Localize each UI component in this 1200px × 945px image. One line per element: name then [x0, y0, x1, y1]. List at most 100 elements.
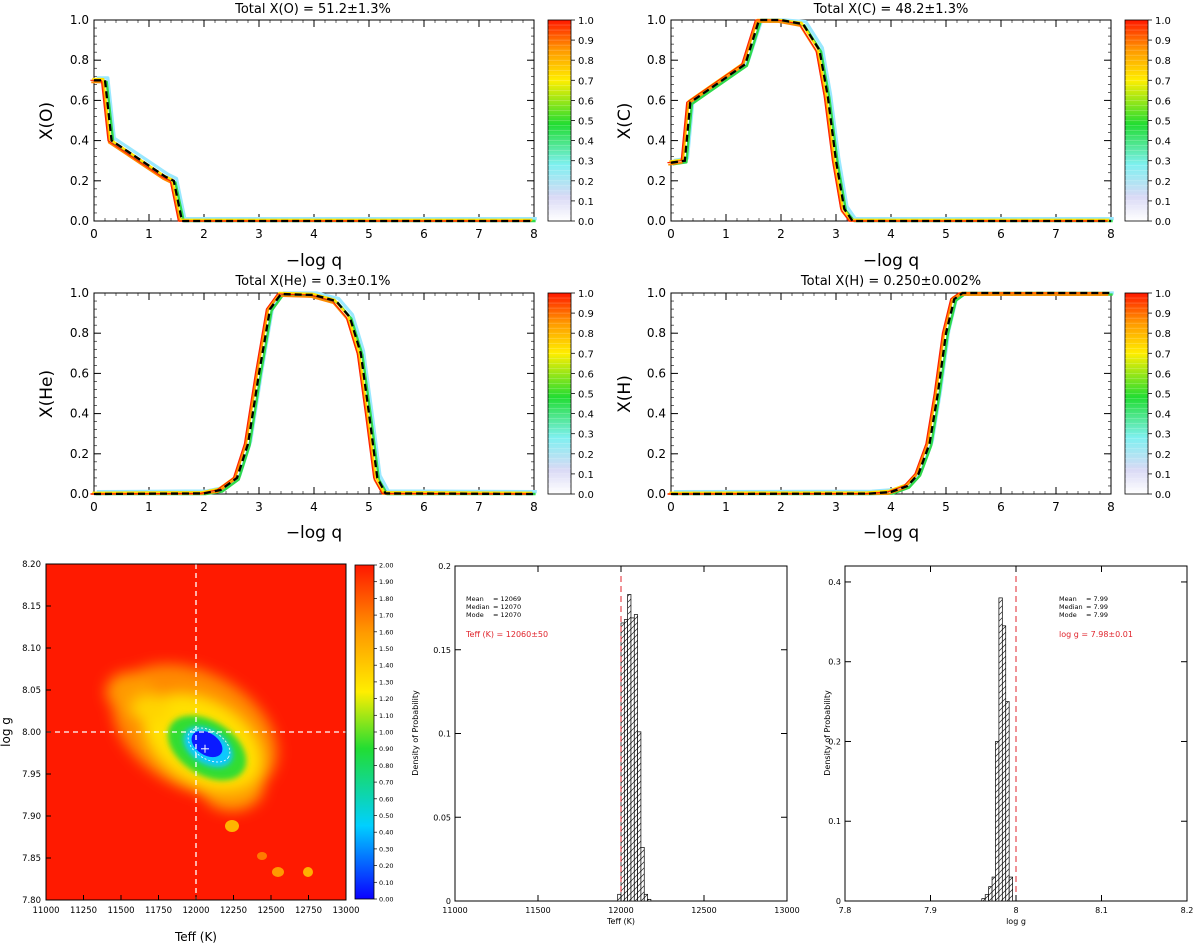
- x-tick-label: 4: [310, 227, 318, 241]
- colorbar-tick-label: 1.0: [1155, 289, 1171, 300]
- y-axis-label: Density of Probability: [823, 690, 832, 776]
- x-tick-label: 3: [255, 500, 263, 514]
- plot-frame: [93, 19, 535, 222]
- x-tick-label: 12250: [220, 906, 247, 916]
- model-curve: [669, 291, 1110, 494]
- y-axis-label: log g: [0, 717, 13, 747]
- x-tick-label: 8: [1107, 500, 1115, 514]
- colorbar-tick-label: 0.2: [578, 177, 594, 188]
- stat-value: = 7.99: [1086, 603, 1108, 611]
- best-fit-core: [191, 730, 223, 758]
- histogram-bar: [630, 617, 635, 902]
- colorbar-tick-label: 0.2: [1155, 450, 1171, 461]
- x-axis-label: −log q: [286, 251, 342, 271]
- stat-value: = 12070: [493, 611, 521, 619]
- colorbar-tick-label: 0.9: [1155, 309, 1171, 320]
- x-tick-label: 8: [1107, 227, 1115, 241]
- colorbar-tick-label: 0.10: [379, 879, 393, 887]
- y-tick-label: 0.4: [70, 407, 89, 421]
- x-tick-label: 11500: [525, 906, 550, 915]
- y-tick-label: 0: [836, 897, 841, 906]
- x-tick-label: 11250: [70, 906, 97, 916]
- x-tick-label: 6: [997, 500, 1005, 514]
- y-axis-ticks: 0.0 0.2 0.4 0.6 0.8 1.0: [647, 13, 1111, 228]
- colorbar-tick-label: 0.70: [379, 779, 393, 787]
- colorbar-tick-label: 0.8: [578, 56, 594, 67]
- colorbar-tick-label: 1.10: [379, 712, 393, 720]
- x-tick-label: 6: [420, 500, 428, 514]
- y-axis-ticks: 0.0 0.2 0.4 0.6 0.8 1.0: [647, 286, 1111, 501]
- histogram-bars: [981, 597, 1013, 902]
- colorbar-tick-label: 0.5: [578, 390, 594, 401]
- colorbar-tick-label: 0.6: [578, 369, 594, 380]
- x-tick-label: 0: [90, 227, 98, 241]
- y-axis-label: X(He): [37, 370, 57, 418]
- colorbar-tick-label: 1.0: [1155, 16, 1171, 27]
- model-curve: [673, 291, 1114, 494]
- colorbar-tick-label: 0.80: [379, 762, 393, 770]
- x-tick-label: 8: [530, 227, 538, 241]
- histogram-bars: [617, 594, 652, 902]
- colorbar-tick-label: 0.8: [1155, 56, 1171, 67]
- y-tick-label: 0.6: [647, 366, 666, 380]
- x-tick-label: 11750: [145, 906, 172, 916]
- x-tick-label: 7.9: [924, 906, 937, 915]
- x-tick-label: 11000: [442, 906, 467, 915]
- teff-logg-contour-panel: 11000 11250 11500 11750 12000 12250 12500 12750…: [0, 560, 393, 944]
- model-curve: [92, 77, 533, 222]
- colorbar-tick-label: 0.3: [1155, 157, 1171, 168]
- colorbar-tick-label: 0.7: [1155, 349, 1171, 360]
- x-tick-label: 7: [1052, 500, 1060, 514]
- colorbar-tick-label: 0.9: [1155, 36, 1171, 47]
- y-tick-label: 0.2: [647, 174, 666, 188]
- colorbar-tick-label: 0.1: [1155, 470, 1171, 481]
- model-curve: [669, 18, 1110, 222]
- x-tick-label: 0: [667, 227, 675, 241]
- y-tick-label: 0.2: [70, 447, 89, 461]
- y-axis-ticks: 7.80 7.85 7.90 7.95 8.00 8.05 8.10 8.15 8.20: [22, 560, 51, 906]
- histogram-bar: [981, 898, 986, 902]
- y-axis-label: Density of Probability: [411, 690, 420, 776]
- y-tick-label: 0.8: [70, 326, 89, 340]
- colorbar-tick-label: 1.50: [379, 645, 393, 653]
- chi-square-colorbar: 0.00 0.10 0.20 0.30 0.40 0.50 0.60 0.70 0.80 0.90…: [354, 562, 393, 904]
- x-axis-ticks: 11000 11250 11500 11750 12000 12250 12500 12750…: [32, 895, 360, 916]
- model-curve: [90, 293, 531, 495]
- model-curve: [673, 18, 1114, 221]
- x-tick-label: 12500: [691, 906, 716, 915]
- colorbar-tick-label: 0.60: [379, 795, 393, 803]
- colorbar-tick-label: 1.70: [379, 612, 393, 620]
- profile-series: [667, 291, 1114, 496]
- panel-title: Total X(C) = 48.2±1.3%: [813, 2, 969, 17]
- y-tick-label: 0.0: [70, 487, 89, 501]
- colorbar-tick-label: 0.0: [1155, 490, 1171, 501]
- colorbar-tick-label: 2.00: [379, 562, 393, 570]
- colorbar-tick-label: 0.30: [379, 845, 393, 853]
- y-tick-label: 1.0: [70, 13, 89, 27]
- best-fit-curve: [94, 79, 534, 223]
- best-fit-curve: [670, 18, 1111, 223]
- plot-frame: [670, 292, 1112, 495]
- x-tick-label: 13000: [332, 906, 359, 916]
- model-curve: [96, 76, 537, 221]
- colorbar-tick-label: 0.4: [578, 137, 594, 148]
- histogram-bar: [984, 894, 989, 902]
- x-tick-label: 12000: [182, 906, 209, 916]
- colorbar-tick-label: 0.0: [578, 217, 594, 228]
- y-tick-label: 0.6: [70, 366, 89, 380]
- model-curve: [672, 293, 1113, 496]
- model-curve: [91, 295, 532, 495]
- x-tick-label: 11000: [32, 906, 59, 916]
- model-curve: [668, 21, 1109, 222]
- x-tick-label: 7: [475, 500, 483, 514]
- best-fit-marker: [201, 744, 209, 753]
- colorbar-tick-label: 1.80: [379, 595, 393, 603]
- x-tick-label: 1: [722, 500, 730, 514]
- x-tick-label: 0: [90, 500, 98, 514]
- y-axis-ticks: 0 0.1 0.2 0.3 0.4: [828, 578, 1187, 906]
- x-tick-label: 5: [942, 227, 950, 241]
- model-curve: [672, 20, 1113, 223]
